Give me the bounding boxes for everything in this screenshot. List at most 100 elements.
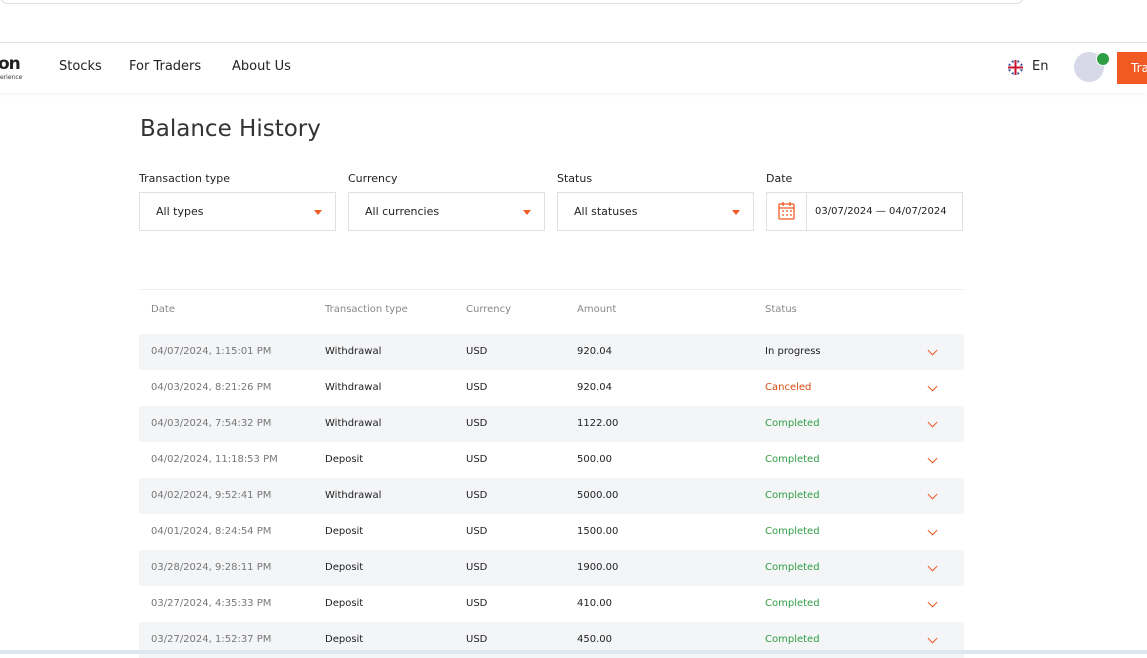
expand-chevron[interactable]: [928, 634, 938, 644]
cell: USD: [466, 382, 487, 393]
calendar-icon: [767, 193, 807, 230]
table-row[interactable]: 04/03/2024, 7:54:32 PM Withdrawal USD 1122.…: [139, 406, 964, 442]
table-row[interactable]: 04/01/2024, 8:24:54 PM Deposit USD 1500.00 C…: [139, 514, 964, 550]
logo-tagline: erience: [0, 74, 22, 81]
status: Canceled: [765, 382, 811, 393]
filter-label: Status: [557, 172, 592, 185]
filter-label: Currency: [348, 172, 398, 185]
browser-bar: [0, 0, 1024, 4]
filter-value: All statuses: [574, 205, 637, 218]
flag-icon[interactable]: [1008, 60, 1023, 75]
nav-link[interactable]: About Us: [232, 59, 291, 74]
filter-value: All types: [156, 205, 203, 218]
filter-label: Date: [766, 172, 792, 185]
cell: 04/03/2024, 7:54:32 PM: [151, 418, 271, 429]
table-row[interactable]: 04/02/2024, 11:18:53 PM Deposit USD 500.00 C…: [139, 442, 964, 478]
cell: Deposit: [325, 526, 363, 537]
filter-dropdown[interactable]: All currencies: [348, 192, 545, 231]
filter-dropdown[interactable]: All statuses: [557, 192, 754, 231]
cell: USD: [466, 454, 487, 465]
filter-value: All currencies: [365, 205, 439, 218]
nav-link[interactable]: Stocks: [59, 59, 102, 74]
status: Completed: [765, 634, 820, 645]
cell: USD: [466, 562, 487, 573]
cell: Withdrawal: [325, 418, 381, 429]
table-row[interactable]: 04/03/2024, 8:21:26 PM Withdrawal USD 920.0…: [139, 370, 964, 406]
table-row[interactable]: 03/27/2024, 4:35:33 PM Deposit USD 410.00 Co…: [139, 586, 964, 622]
column-header: Status: [765, 304, 797, 315]
navbar: on erience Stocks For Traders About Us E…: [0, 42, 1147, 93]
dropdown-caret: [523, 210, 531, 215]
status: Completed: [765, 490, 820, 501]
column-header: Currency: [466, 304, 511, 315]
table-row[interactable]: 03/28/2024, 9:28:11 PM Deposit USD 1900.00 C…: [139, 550, 964, 586]
cell: USD: [466, 598, 487, 609]
expand-chevron[interactable]: [928, 454, 938, 464]
date-range: 03/07/2024 — 04/07/2024: [815, 206, 947, 217]
expand-chevron[interactable]: [928, 382, 938, 392]
cell: 920.04: [577, 346, 612, 357]
cell: Withdrawal: [325, 382, 381, 393]
dropdown-caret: [314, 210, 322, 215]
cell: Withdrawal: [325, 490, 381, 501]
logo[interactable]: on: [0, 54, 20, 74]
calendar-graphic: [767, 193, 806, 230]
cell: 1900.00: [577, 562, 618, 573]
expand-chevron[interactable]: [928, 598, 938, 608]
filter-label: Transaction type: [139, 172, 230, 185]
cell: USD: [466, 346, 487, 357]
cell: 410.00: [577, 598, 612, 609]
status: Completed: [765, 562, 820, 573]
table-row[interactable]: 04/02/2024, 9:52:41 PMWithdrawalUSD5000.…: [139, 478, 964, 514]
page-title: Balance History: [140, 116, 321, 142]
cell: 03/27/2024, 4:35:33 PM: [151, 598, 271, 609]
table-divider: [139, 289, 964, 290]
cell: Deposit: [325, 454, 363, 465]
cell: 04/02/2024, 11:18:53 PM: [151, 454, 278, 465]
nav-link[interactable]: For Traders: [129, 59, 201, 74]
cell: Deposit: [325, 562, 363, 573]
cell: 03/27/2024, 1:52:37 PM: [151, 634, 271, 645]
verified-badge: [1096, 52, 1110, 66]
status: Completed: [765, 598, 820, 609]
status: Completed: [765, 418, 820, 429]
expand-chevron[interactable]: [928, 562, 938, 572]
dropdown-caret: [732, 210, 740, 215]
cell: USD: [466, 490, 487, 501]
cell: Withdrawal: [325, 346, 381, 357]
status: In progress: [765, 346, 821, 357]
language[interactable]: En: [1032, 59, 1048, 74]
table-row[interactable]: 04/07/2024, 1:15:01 PM Withdrawal USD 920.0…: [139, 334, 964, 370]
filter-dropdown[interactable]: All types: [139, 192, 336, 231]
cell: 1122.00: [577, 418, 618, 429]
expand-chevron[interactable]: [928, 490, 938, 500]
cell: Deposit: [325, 598, 363, 609]
cell: 500.00: [577, 454, 612, 465]
flag-graphic: [1008, 60, 1023, 75]
expand-chevron[interactable]: [928, 346, 938, 356]
cell: 1500.00: [577, 526, 618, 537]
cell: 5000.00: [577, 490, 618, 501]
cell: USD: [466, 418, 487, 429]
column-header: Amount: [577, 304, 616, 315]
column-header: Transaction type: [325, 304, 408, 315]
column-header: Date: [151, 304, 175, 315]
trade-button[interactable]: Tra: [1117, 52, 1147, 84]
cell: Deposit: [325, 634, 363, 645]
cell: 03/28/2024, 9:28:11 PM: [151, 562, 271, 573]
bottom-bar: [0, 650, 1147, 654]
cell: 450.00: [577, 634, 612, 645]
status: Completed: [765, 526, 820, 537]
cell: 04/03/2024, 8:21:26 PM: [151, 382, 271, 393]
cell: 920.04: [577, 382, 612, 393]
expand-chevron[interactable]: [928, 526, 938, 536]
cell: USD: [466, 634, 487, 645]
expand-chevron[interactable]: [928, 418, 938, 428]
status: Completed: [765, 454, 820, 465]
cell: 04/01/2024, 8:24:54 PM: [151, 526, 271, 537]
cell: USD: [466, 526, 487, 537]
date-picker[interactable]: 03/07/2024 — 04/07/2024: [766, 192, 963, 231]
cell: 04/07/2024, 1:15:01 PM: [151, 346, 271, 357]
